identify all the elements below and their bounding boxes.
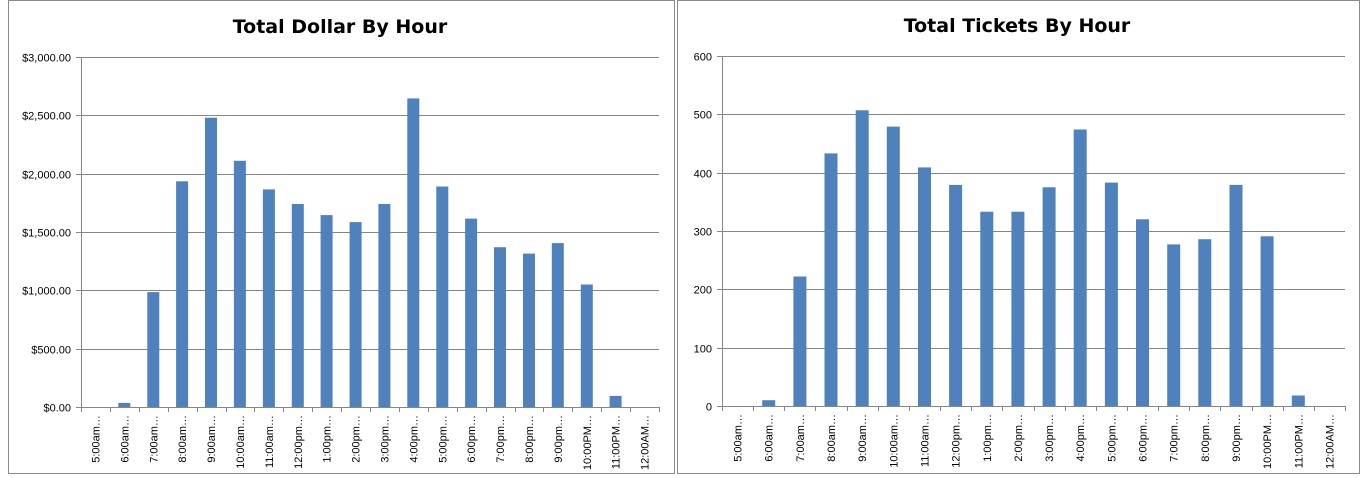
bar [205, 117, 217, 407]
x-category-label: 5:00pm… [1106, 414, 1118, 462]
y-tick-label: 300 [694, 227, 712, 239]
x-category-label: 10:00am… [235, 415, 247, 469]
total-tickets-chart-panel: Total Tickets By Hour 0 100 200 300 400 500 600… [677, 0, 1360, 474]
bar [824, 153, 838, 406]
x-category-label: 4:00pm… [408, 415, 420, 463]
x-category-label: 12:00AM… [640, 415, 652, 470]
bar [465, 218, 478, 407]
bar [793, 276, 807, 406]
bar [523, 253, 535, 407]
x-category-label: 1:00pm… [322, 415, 334, 463]
bar [1260, 236, 1274, 407]
bar [918, 167, 931, 406]
x-category-label: 11:00PM… [1293, 414, 1305, 468]
bar [147, 292, 160, 407]
y-tick-label: 0 [706, 402, 712, 414]
bar [855, 110, 869, 407]
x-category-label: 1:00pm… [982, 414, 994, 462]
x-category-label: 11:00PM… [611, 415, 623, 469]
x-category-label: 7:00am… [795, 414, 807, 462]
y-tick-label: 100 [694, 344, 712, 356]
bar [1291, 395, 1305, 406]
bar [378, 204, 391, 407]
y-tick-label: 500 [694, 110, 712, 122]
x-category-label: 5:00am… [733, 414, 745, 462]
x-category-label: 12:00AM… [1324, 414, 1336, 469]
x-category-label: 11:00am… [920, 414, 932, 467]
y-tick-label: $500.00 [31, 345, 71, 357]
bar [1136, 219, 1149, 406]
x-category-label: 9:00am… [857, 414, 869, 462]
x-category-label: 6:00am… [119, 415, 131, 463]
bar [320, 215, 333, 407]
x-category-label: 10:00PM… [1262, 414, 1274, 469]
bar [1011, 211, 1025, 406]
total-tickets-chart: Total Tickets By Hour 0 100 200 300 400 500 600… [694, 15, 1346, 469]
bar [1073, 129, 1087, 406]
bar [551, 243, 564, 407]
x-category-label: 3:00pm… [379, 415, 391, 463]
y-tick-label: $0.00 [43, 403, 71, 415]
y-tick-label: 400 [694, 169, 712, 181]
bar [176, 181, 189, 408]
x-category-label: 8:00am… [826, 414, 838, 462]
chart-title: Total Tickets By Hour [904, 15, 1131, 37]
bar [980, 211, 994, 406]
bar [291, 204, 304, 407]
bar [118, 402, 131, 407]
bar [407, 98, 420, 408]
x-category-label: 8:00pm… [1200, 414, 1212, 462]
x-category-label: 7:00pm… [1169, 414, 1181, 462]
x-category-label: 8:00am… [177, 415, 189, 463]
y-tick-label: $1,000.00 [22, 286, 71, 298]
bar [436, 186, 449, 407]
bar [1167, 244, 1181, 406]
y-tick-label: $3,000.00 [22, 53, 71, 65]
bar [349, 222, 362, 407]
bar [1229, 184, 1243, 406]
bar [580, 284, 593, 407]
y-tick-label: $2,000.00 [22, 170, 71, 182]
y-tick-label: $1,500.00 [22, 228, 71, 240]
total-dollar-chart: Total Dollar By Hour $0.00 $500.00 $1,000.0… [22, 16, 660, 470]
total-dollar-chart-panel: Total Dollar By Hour $0.00 $500.00 $1,000.0… [8, 0, 675, 474]
x-category-label: 5:00pm… [437, 415, 449, 463]
chart-title: Total Dollar By Hour [233, 16, 448, 38]
y-tick-label: 600 [694, 52, 712, 64]
bar [762, 400, 776, 406]
bar [1042, 187, 1056, 407]
x-category-label: 10:00PM… [582, 415, 594, 470]
x-category-label: 6:00pm… [466, 415, 478, 463]
bar [1198, 239, 1212, 406]
x-category-label: 7:00am… [148, 415, 160, 463]
x-category-label: 4:00pm… [1075, 414, 1087, 462]
x-category-label: 8:00pm… [524, 415, 536, 463]
x-category-label: 7:00pm… [495, 415, 507, 463]
x-category-label: 5:00am… [91, 415, 103, 463]
x-category-label: 12:00pm… [293, 415, 305, 469]
bar [494, 247, 506, 407]
bar [1104, 182, 1118, 406]
bar [886, 126, 900, 406]
x-category-label: 11:00am… [264, 415, 276, 468]
bar [609, 395, 622, 407]
x-category-label: 9:00pm… [553, 415, 565, 463]
x-category-label: 9:00pm… [1231, 414, 1243, 462]
bar [233, 160, 246, 407]
x-category-label: 3:00pm… [1044, 414, 1056, 462]
x-category-label: 9:00am… [206, 415, 218, 463]
x-category-label: 12:00pm… [951, 414, 963, 468]
x-category-label: 6:00pm… [1138, 414, 1150, 462]
bar [949, 184, 963, 406]
y-tick-label: 200 [694, 285, 712, 297]
x-category-label: 2:00pm… [351, 415, 363, 463]
x-category-label: 10:00am… [888, 414, 900, 468]
bar [262, 189, 275, 407]
y-tick-label: $2,500.00 [22, 111, 71, 123]
x-category-label: 2:00pm… [1013, 414, 1025, 462]
x-category-label: 6:00am… [764, 414, 776, 462]
